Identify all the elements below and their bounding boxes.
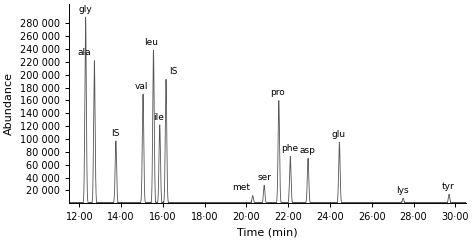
Text: gly: gly [79, 5, 92, 14]
Text: phe: phe [281, 144, 298, 153]
Text: val: val [135, 82, 149, 91]
Text: asp: asp [299, 146, 315, 155]
Text: IS: IS [169, 67, 178, 76]
Text: ile: ile [153, 113, 164, 122]
Text: ala: ala [78, 48, 91, 57]
Y-axis label: Abundance: Abundance [4, 72, 14, 135]
X-axis label: Time (min): Time (min) [237, 228, 298, 238]
Text: lys: lys [396, 186, 409, 195]
Text: met: met [233, 183, 251, 192]
Text: tyr: tyr [442, 182, 455, 191]
Text: glu: glu [331, 130, 346, 139]
Text: leu: leu [145, 38, 158, 47]
Text: pro: pro [270, 88, 285, 97]
Text: IS: IS [110, 129, 119, 138]
Text: ser: ser [257, 173, 271, 182]
